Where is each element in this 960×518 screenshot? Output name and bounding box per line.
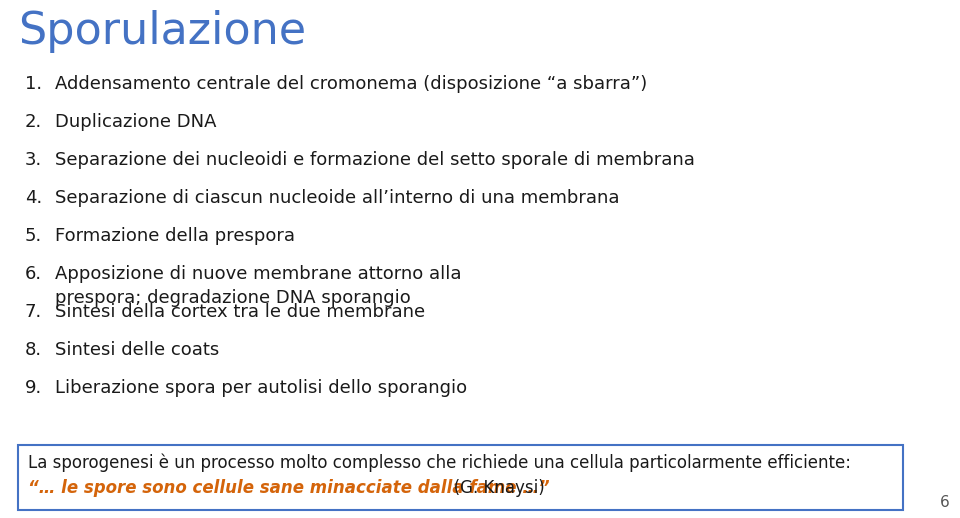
Text: 9.: 9. [25, 379, 42, 397]
Text: Duplicazione DNA: Duplicazione DNA [55, 113, 217, 131]
Text: 7.: 7. [25, 303, 42, 321]
Text: 3.: 3. [25, 151, 42, 169]
Text: Apposizione di nuove membrane attorno alla
prespora; degradazione DNA sporangio: Apposizione di nuove membrane attorno al… [55, 265, 462, 307]
Text: “… le spore sono cellule sane minacciate dalla fame …”: “… le spore sono cellule sane minacciate… [28, 479, 550, 497]
Text: 2.: 2. [25, 113, 42, 131]
Text: La sporogenesi è un processo molto complesso che richiede una cellula particolar: La sporogenesi è un processo molto compl… [28, 453, 851, 471]
Text: Addensamento centrale del cromonema (disposizione “a sbarra”): Addensamento centrale del cromonema (dis… [55, 75, 647, 93]
Text: Separazione di ciascun nucleoide all’interno di una membrana: Separazione di ciascun nucleoide all’int… [55, 189, 619, 207]
Text: 6.: 6. [25, 265, 42, 283]
Text: Sporulazione: Sporulazione [18, 10, 306, 53]
Text: Formazione della prespora: Formazione della prespora [55, 227, 295, 245]
Text: Sintesi della cortex tra le due membrane: Sintesi della cortex tra le due membrane [55, 303, 425, 321]
FancyBboxPatch shape [18, 445, 903, 510]
Text: Sintesi delle coats: Sintesi delle coats [55, 341, 219, 359]
Text: 5.: 5. [25, 227, 42, 245]
Text: Separazione dei nucleoidi e formazione del setto sporale di membrana: Separazione dei nucleoidi e formazione d… [55, 151, 695, 169]
Text: 1.: 1. [25, 75, 42, 93]
Text: Liberazione spora per autolisi dello sporangio: Liberazione spora per autolisi dello spo… [55, 379, 468, 397]
Text: (G. Knaysi): (G. Knaysi) [438, 479, 544, 497]
Text: 8.: 8. [25, 341, 42, 359]
Text: 4.: 4. [25, 189, 42, 207]
Text: 6: 6 [940, 495, 950, 510]
